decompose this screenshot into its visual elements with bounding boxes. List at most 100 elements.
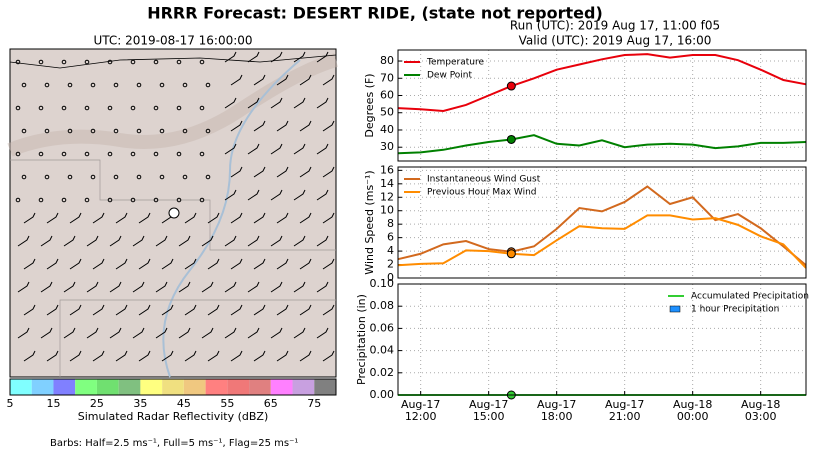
barb — [63, 235, 76, 247]
barb — [207, 304, 220, 316]
valid-marker — [506, 134, 516, 144]
barb — [270, 281, 283, 293]
barb — [247, 235, 260, 247]
calm-marker — [90, 82, 96, 88]
calm-marker — [176, 151, 182, 157]
map — [7, 48, 338, 378]
legend-swatch — [669, 305, 681, 313]
barb — [178, 281, 191, 293]
barb — [161, 304, 174, 316]
calm-marker — [182, 174, 188, 180]
barb — [230, 258, 243, 270]
barb — [63, 327, 76, 339]
barb — [316, 281, 329, 293]
barb — [86, 327, 99, 339]
y-tick-label: 16 — [380, 163, 394, 176]
barb — [270, 235, 283, 247]
barb — [224, 97, 237, 109]
y-tick-label: 30 — [380, 140, 394, 153]
y-tick-label: 12 — [380, 190, 394, 203]
barb — [17, 327, 30, 339]
barb — [161, 258, 174, 270]
barb — [253, 120, 266, 132]
barb — [207, 212, 220, 224]
barb — [86, 281, 99, 293]
barb — [316, 51, 329, 63]
colorbar-tick-label: 55 — [220, 397, 234, 410]
barb — [109, 327, 122, 339]
barb — [293, 235, 306, 247]
valid-marker — [506, 81, 516, 91]
y-tick-label: 0.00 — [370, 388, 395, 401]
colorbar-tick-label: 5 — [7, 397, 14, 410]
barb — [46, 350, 59, 362]
barb — [230, 350, 243, 362]
barb — [224, 235, 237, 247]
calm-marker — [15, 59, 21, 65]
calm-marker — [159, 174, 165, 180]
calm-marker — [136, 128, 142, 134]
barb — [247, 281, 260, 293]
barb — [115, 350, 128, 362]
calm-marker — [38, 105, 44, 111]
barb — [155, 281, 168, 293]
y-tick-label: 60 — [380, 89, 394, 102]
valid-marker — [506, 249, 516, 259]
barb — [322, 74, 335, 86]
barb — [293, 97, 306, 109]
barb — [46, 212, 59, 224]
barb — [270, 143, 283, 155]
series-line — [397, 185, 807, 266]
barb — [86, 235, 99, 247]
calm-marker — [84, 105, 90, 111]
barb — [23, 258, 36, 270]
y-tick-label: 50 — [380, 106, 394, 119]
colorbar-bin — [118, 379, 141, 395]
barb — [322, 120, 335, 132]
colorbar-bin — [292, 379, 315, 395]
barb — [322, 304, 335, 316]
barb — [138, 258, 151, 270]
calm-marker — [205, 174, 211, 180]
barb — [69, 258, 82, 270]
colorbar-bin — [10, 379, 32, 395]
barb — [69, 212, 82, 224]
x-tick-label: Aug-17 18:00 — [537, 398, 576, 423]
colorbar-bin — [314, 379, 336, 395]
barb — [293, 51, 306, 63]
barb — [132, 235, 145, 247]
barb — [270, 97, 283, 109]
calm-marker — [136, 174, 142, 180]
x-tick-label: Aug-17 15:00 — [469, 398, 508, 423]
calm-marker — [176, 105, 182, 111]
calm-marker — [199, 151, 205, 157]
y-axis-label: Wind Speed (ms⁻¹) — [363, 170, 376, 274]
barb — [253, 74, 266, 86]
calm-marker — [130, 197, 136, 203]
colorbar-bin — [205, 379, 228, 395]
y-tick-label: 80 — [380, 54, 394, 67]
calm-marker — [67, 128, 73, 134]
run-time: Run (UTC): 2019 Aug 17, 11:00 f05 — [510, 19, 720, 33]
calm-marker — [21, 128, 27, 134]
barb — [69, 304, 82, 316]
barb — [201, 327, 214, 339]
calm-marker — [107, 151, 113, 157]
calm-marker — [153, 59, 159, 65]
y-tick-label: 0.02 — [370, 366, 395, 379]
wind-barbs — [15, 51, 335, 362]
barb — [276, 350, 289, 362]
barb — [253, 258, 266, 270]
calm-marker — [130, 59, 136, 65]
calm-marker — [61, 105, 67, 111]
barb — [276, 74, 289, 86]
barb — [92, 258, 105, 270]
calm-marker — [136, 82, 142, 88]
legend-label: Instantaneous Wind Gust — [427, 175, 541, 185]
colorbar-tick-label: 75 — [307, 397, 321, 410]
barb — [161, 350, 174, 362]
barb — [276, 212, 289, 224]
barb — [155, 327, 168, 339]
calm-marker — [44, 128, 50, 134]
